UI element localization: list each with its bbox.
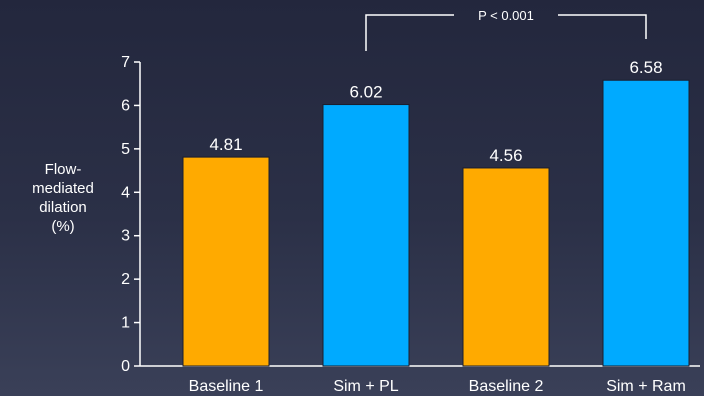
x-tick-label: Baseline 2 [469,378,544,395]
bar [602,79,690,367]
y-tick-label: 0 [121,358,130,375]
y-tick-label: 7 [121,54,130,71]
y-axis-label-line: dilation [39,199,87,216]
y-axis-label-line: mediated [32,180,94,197]
x-tick-label: Baseline 1 [189,378,264,395]
bar [182,156,270,367]
y-tick-label: 4 [121,184,130,201]
bar-value-label: 6.02 [349,83,382,102]
bar [462,167,550,367]
significance-bracket-line [365,14,647,51]
bar-value-label: 6.58 [629,58,662,77]
y-tick-label: 1 [121,315,130,332]
y-axis-label-line: (%) [51,218,75,235]
y-tick-label: 6 [121,97,130,114]
bar-value-label: 4.81 [209,135,242,154]
y-axis-label: Flow- mediated dilation (%) [18,160,108,236]
significance-bracket: P < 0.001 [365,8,647,51]
bars [182,79,690,367]
bar [322,104,410,367]
y-tick-label: 5 [121,141,130,158]
x-tick-label: Sim + Ram [606,378,686,395]
x-tick-label: Sim + PL [333,378,398,395]
significance-label: P < 0.001 [478,8,534,23]
bar-value-labels: 4.81 Baseline 1 6.02 Sim + PL 4.56 Baseline 2… [189,58,686,395]
bar-value-label: 4.56 [489,146,522,165]
y-axis-label-line: Flow- [44,161,82,178]
y-tick-label: 2 [121,271,130,288]
y-tick-label: 3 [121,228,130,245]
